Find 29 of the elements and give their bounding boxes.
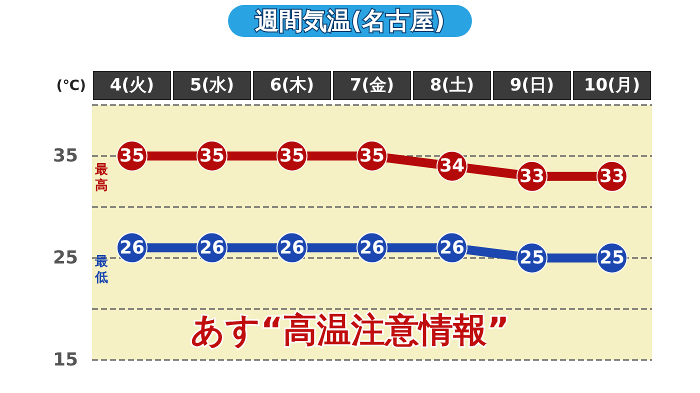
x-tick-label: 8(土) [430, 76, 474, 96]
x-tick-label: 9(日) [510, 76, 554, 96]
data-label: 26 [279, 237, 305, 258]
annotation: あす“高温注意情報” [190, 310, 510, 350]
y-tick-label: 15 [52, 350, 78, 370]
x-tick-label: 5(水) [190, 76, 234, 96]
x-tick-label: 10(月) [584, 76, 640, 96]
data-label: 26 [439, 237, 465, 258]
x-tick-label: 7(金) [350, 76, 394, 96]
series-label: 最低 [94, 254, 108, 286]
data-label: 34 [439, 156, 465, 177]
data-label: 25 [599, 248, 625, 268]
data-label: 25 [519, 248, 545, 268]
data-label: 33 [599, 166, 625, 187]
y-tick-label: 35 [52, 146, 78, 166]
y-axis-title: (℃) [56, 78, 86, 94]
data-label: 35 [199, 146, 225, 166]
data-label: 35 [279, 146, 305, 166]
data-label: 26 [119, 237, 145, 258]
x-tick-label: 6(木) [270, 76, 314, 96]
data-label: 26 [199, 237, 225, 258]
chart-title: 週間気温(名古屋) [255, 7, 445, 35]
x-tick-label: 4(火) [110, 76, 154, 96]
data-label: 33 [519, 166, 545, 187]
y-tick-label: 25 [52, 248, 78, 268]
data-label: 35 [119, 146, 145, 166]
series-label: 最高 [94, 162, 108, 194]
data-label: 35 [359, 146, 385, 166]
data-label: 26 [359, 237, 385, 258]
